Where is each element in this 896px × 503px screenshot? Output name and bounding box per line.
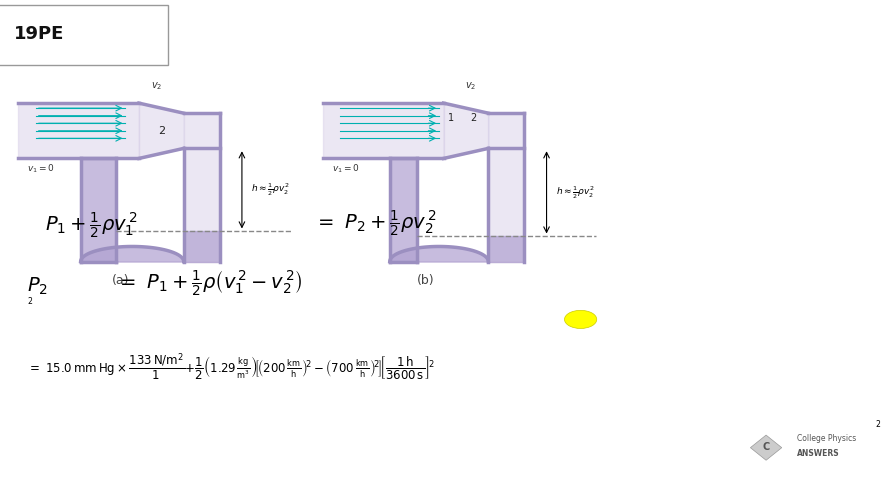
Text: $P_1 + \frac{1}{2}\rho v_1^{\,2}$: $P_1 + \frac{1}{2}\rho v_1^{\,2}$ (45, 211, 137, 241)
Text: College Physics: College Physics (797, 434, 857, 443)
Text: $P_2$: $P_2$ (27, 276, 47, 297)
Text: 2: 2 (158, 126, 165, 136)
Text: (b): (b) (417, 274, 435, 287)
Text: 2: 2 (470, 113, 477, 123)
Circle shape (564, 310, 597, 328)
Text: $h \approx \frac{1}{2}\rho v_2^2$: $h \approx \frac{1}{2}\rho v_2^2$ (251, 182, 289, 198)
Polygon shape (751, 435, 781, 460)
Text: $v_2$: $v_2$ (151, 80, 162, 92)
Text: $_2$: $_2$ (27, 296, 33, 308)
Text: $v_1 = 0$: $v_1 = 0$ (332, 162, 359, 175)
Text: $= \ P_2 + \frac{1}{2}\rho v_2^{\,2}$: $= \ P_2 + \frac{1}{2}\rho v_2^{\,2}$ (314, 209, 436, 239)
Text: 19PE: 19PE (13, 25, 64, 43)
Text: $h \approx \frac{1}{2}\rho v_2^2$: $h \approx \frac{1}{2}\rho v_2^2$ (556, 184, 594, 201)
Text: $v_1 = 0$: $v_1 = 0$ (27, 162, 55, 175)
Text: (a): (a) (112, 274, 130, 287)
Text: $v_2$: $v_2$ (465, 80, 476, 92)
Text: $^2$: $^2$ (875, 420, 881, 430)
Text: $= \ 15.0\,\mathrm{mm\,Hg} \times \dfrac{133\,\mathrm{N/m^2}}{1}$$+ \dfrac{1}{2}: $= \ 15.0\,\mathrm{mm\,Hg} \times \dfrac… (27, 352, 435, 383)
Text: C: C (762, 442, 770, 452)
FancyBboxPatch shape (0, 5, 168, 65)
Text: 1: 1 (448, 113, 454, 123)
Text: $= \ P_1 + \frac{1}{2}\rho \left( v_1^{\,2} - v_2^{\,2} \right)$: $= \ P_1 + \frac{1}{2}\rho \left( v_1^{\… (116, 269, 303, 299)
Text: ANSWERS: ANSWERS (797, 449, 840, 458)
